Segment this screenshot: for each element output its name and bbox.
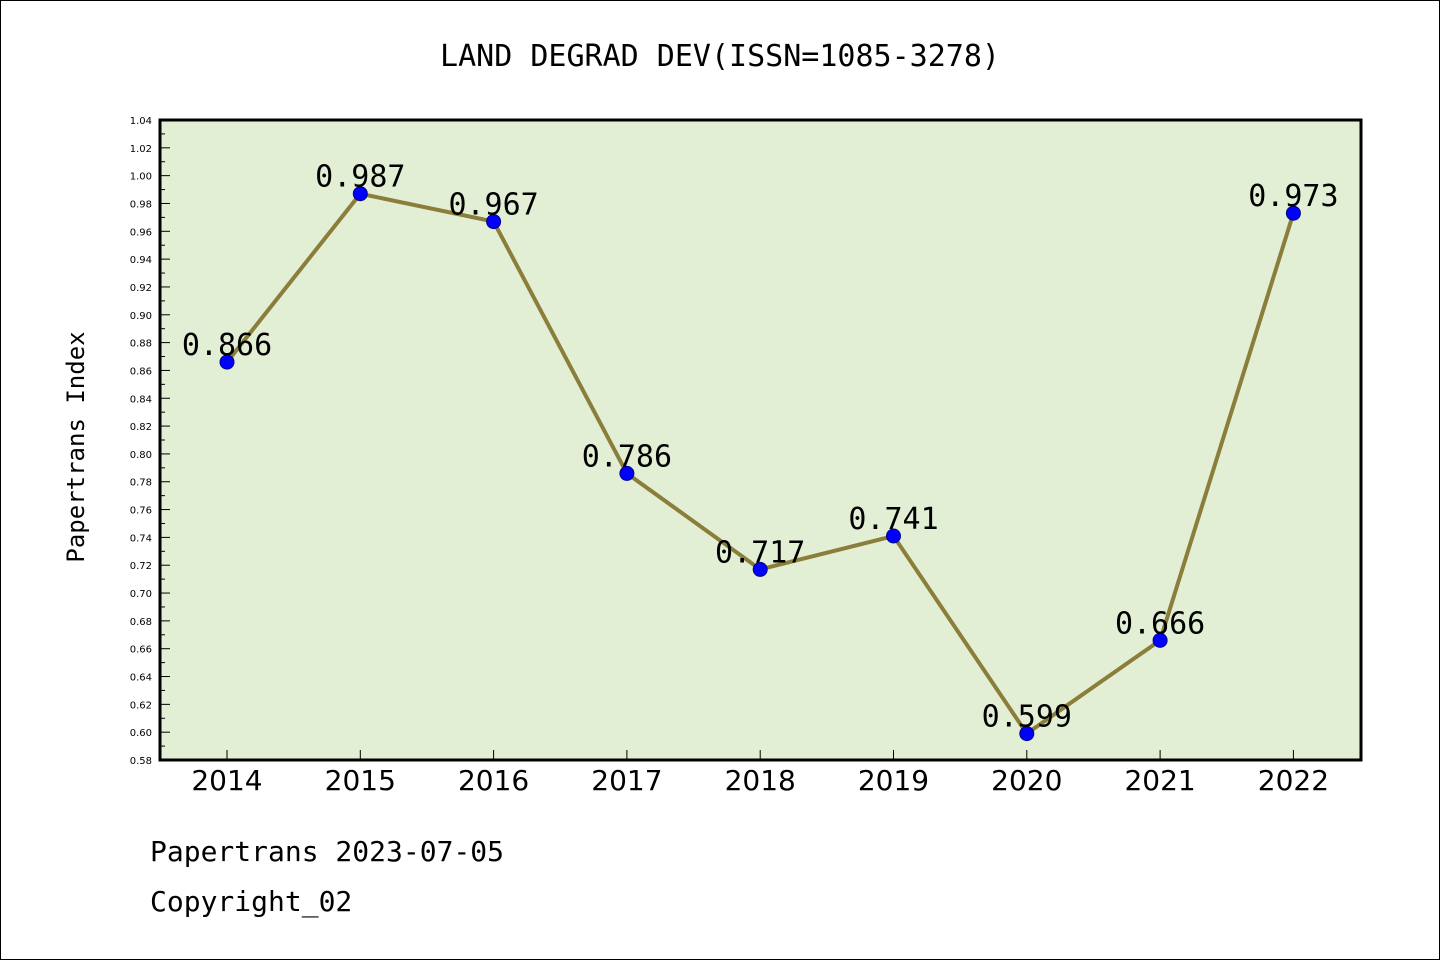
y-tick-label: 0.96 [130,227,152,238]
x-tick-label: 2015 [325,764,396,797]
x-axis: 2014 2015 2016 2017 2018 2019 2020 2021 2022 [191,750,1329,797]
data-point-2022 [1285,205,1301,221]
y-tick-label: 0.86 [130,366,152,377]
y-tick-label: 0.68 [130,617,152,628]
y-tick-label: 0.72 [130,561,152,572]
chart-title: LAND DEGRAD DEV(ISSN=1085-3278) [440,39,1000,74]
x-tick-label: 2022 [1258,764,1329,797]
y-tick-label: 0.98 [130,199,152,210]
data-point-2019 [886,528,901,544]
x-tick-label: 2016 [458,764,529,797]
x-tick-label: 2021 [1124,764,1195,797]
y-tick-label: 0.74 [130,533,152,544]
x-tick-label: 2018 [725,764,796,797]
y-tick-label: 0.62 [130,700,152,711]
data-point-2017 [619,465,635,481]
x-tick-label: 2014 [191,764,262,797]
y-tick-label: 1.04 [130,116,152,127]
data-label-2020: 0.599 [982,700,1072,735]
y-tick-label: 0.88 [130,339,152,350]
y-tick-label: 1.00 [130,172,152,183]
data-point-2021 [1152,632,1168,648]
x-tick-label: 2019 [858,764,929,797]
data-point-2018 [752,561,768,577]
x-tick-label: 2017 [591,764,662,797]
y-tick-label: 0.58 [130,756,152,767]
data-label-2021: 0.666 [1115,606,1205,641]
y-tick-label: 0.66 [130,645,152,656]
data-labels: 0.866 0.987 0.967 0.786 0.717 0.741 0.599 0.666… [182,160,1339,735]
footer-copyright: Copyright_02 [150,885,353,918]
y-tick-label: 0.82 [130,422,152,433]
data-label-2022: 0.973 [1248,179,1338,214]
data-label-2016: 0.967 [448,188,538,223]
plot-area [158,118,1363,762]
data-label-2018: 0.717 [715,535,805,570]
y-tick-label: 0.64 [130,673,152,684]
data-label-2017: 0.786 [582,439,672,474]
y-tick-label: 0.60 [130,728,152,739]
data-point-2014 [219,354,235,370]
y-tick-label: 1.02 [130,144,152,155]
data-point-2020 [1019,726,1035,742]
y-tick-label: 0.92 [130,283,152,294]
y-tick-label: 0.80 [130,450,152,461]
data-label-2015: 0.987 [315,160,405,195]
data-label-2019: 0.741 [848,502,938,537]
y-tick-label: 0.76 [130,506,152,517]
footer-date: Papertrans 2023-07-05 [150,835,505,868]
series-markers [219,186,1301,742]
y-axis-label: Papertrans Index [62,331,90,562]
data-point-2016 [486,214,502,230]
y-tick-label: 0.90 [130,311,152,322]
y-tick-label: 0.84 [130,394,152,405]
data-point-2015 [352,186,368,202]
y-tick-label: 0.70 [130,589,152,600]
y-tick-label: 0.78 [130,478,152,489]
x-tick-label: 2020 [991,764,1062,797]
y-axis: 0.58 0.60 0.62 0.64 0.66 0.68 0.70 0.72 0.74 0.76… [130,116,170,767]
y-tick-label: 0.94 [130,255,152,266]
data-label-2014: 0.866 [182,328,272,363]
